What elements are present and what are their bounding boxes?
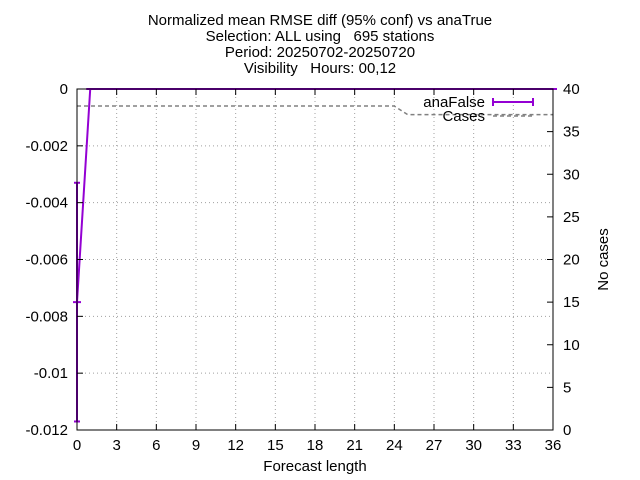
- y2-tick-label: 40: [563, 81, 580, 98]
- legend-label-anafalse: anaFalse: [423, 94, 485, 111]
- ticks: 0 3 6 9 12 15 18 21 24 27 30 33 360-0.002-0.004-0.00…: [25, 81, 579, 454]
- y-tick-label: -0.008: [25, 308, 68, 325]
- x-tick-label: 30: [465, 437, 482, 454]
- title-line-1: Normalized mean RMSE diff (95% conf) vs …: [147, 12, 493, 29]
- x-tick-label: 24: [386, 437, 403, 454]
- y2-tick-label: 0: [563, 422, 571, 439]
- series-layer: [73, 88, 557, 423]
- y2-tick-label: 5: [563, 379, 571, 396]
- x-tick-label: 0: [73, 437, 81, 454]
- series-line-cases: [77, 105, 553, 116]
- x-tick-label: 15: [267, 437, 284, 454]
- y2-tick-label: 35: [563, 124, 580, 141]
- x-axis-label: Forecast length: [263, 458, 366, 475]
- y-tick-label: -0.004: [25, 195, 68, 212]
- x-tick-label: 33: [505, 437, 522, 454]
- grid: [77, 89, 553, 430]
- y-tick-label: -0.01: [34, 365, 68, 382]
- x-tick-label: 12: [227, 437, 244, 454]
- y-tick-label: -0.012: [25, 422, 68, 439]
- x-tick-label: 3: [112, 437, 120, 454]
- x-tick-label: 21: [346, 437, 363, 454]
- y-tick-label: -0.002: [25, 138, 68, 155]
- y2-axis-label: No cases: [595, 228, 612, 291]
- x-tick-label: 18: [307, 437, 324, 454]
- x-tick-label: 36: [545, 437, 562, 454]
- y-tick-label: 0: [60, 81, 68, 98]
- y-tick-label: -0.006: [25, 252, 68, 269]
- y2-tick-label: 15: [563, 294, 580, 311]
- y2-tick-label: 10: [563, 337, 580, 354]
- y2-tick-label: 25: [563, 209, 580, 226]
- title-line-2: Selection: ALL using 695 stations: [205, 28, 435, 45]
- x-tick-label: 6: [152, 437, 160, 454]
- y2-tick-label: 20: [563, 252, 580, 269]
- legend-label-cases: Cases: [442, 108, 485, 125]
- x-tick-label: 9: [192, 437, 200, 454]
- title-line-4: Visibility Hours: 00,12: [243, 60, 397, 77]
- x-tick-label: 27: [426, 437, 443, 454]
- y2-tick-label: 30: [563, 166, 580, 183]
- title-line-3: Period: 20250702-20250720: [224, 44, 416, 61]
